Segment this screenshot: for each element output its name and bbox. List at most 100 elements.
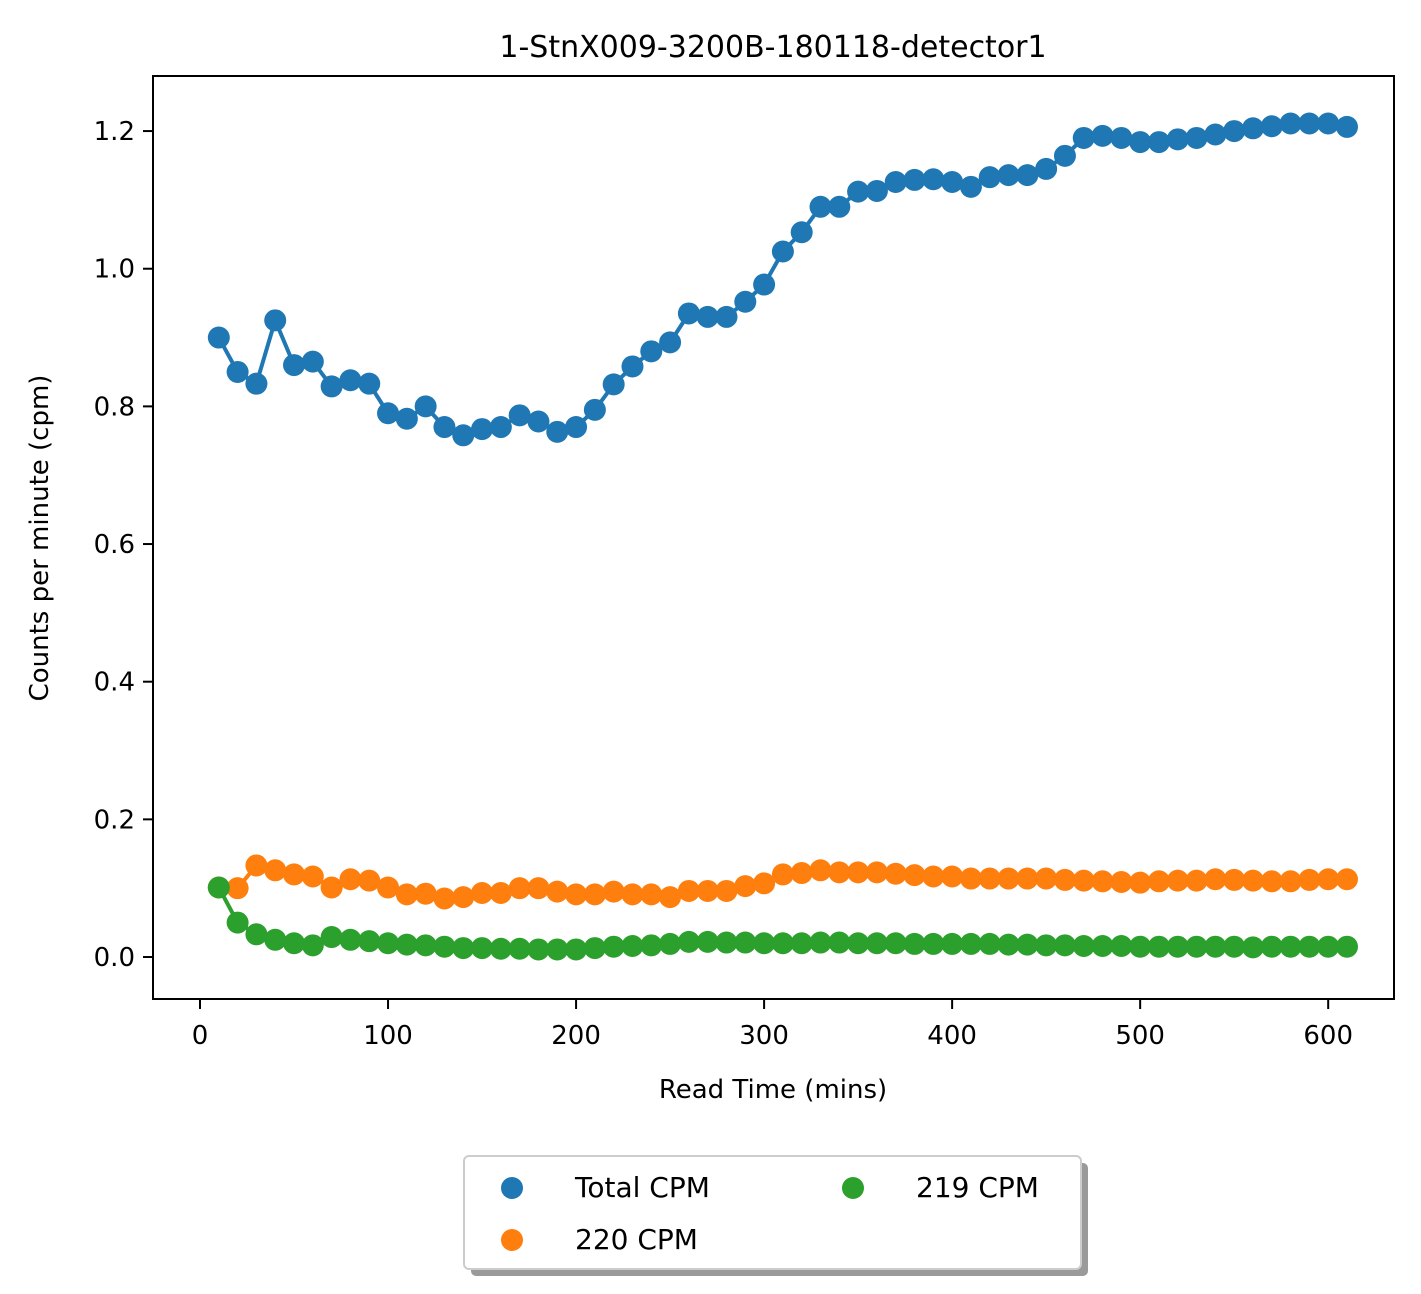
data-point-total-cpm (226, 360, 249, 383)
data-point-220-cpm (677, 879, 700, 902)
data-point-total-cpm (527, 410, 550, 433)
x-tick-label: 200 (551, 1021, 601, 1051)
data-point-219-cpm (997, 933, 1020, 956)
data-point-total-cpm (1053, 144, 1076, 167)
series-line-total-cpm (217, 121, 1348, 438)
data-point-220-cpm (884, 862, 907, 885)
x-axis-label: Read Time (mins) (659, 1075, 887, 1105)
y-axis-label: Counts per minute (cpm) (25, 375, 55, 702)
data-point-219-cpm (828, 931, 851, 954)
x-tick-label: 0 (192, 1021, 209, 1051)
data-point-219-cpm (320, 926, 343, 949)
data-point-219-cpm (978, 932, 1001, 955)
legend-marker-219-cpm (842, 1177, 864, 1199)
data-point-total-cpm (320, 375, 343, 398)
data-point-total-cpm (1317, 112, 1340, 135)
data-point-219-cpm (1072, 935, 1095, 958)
y-tick-label: 0.8 (94, 392, 135, 422)
data-point-total-cpm (339, 369, 362, 392)
data-point-219-cpm (753, 932, 776, 955)
data-point-219-cpm (358, 930, 381, 953)
data-point-220-cpm (847, 861, 870, 884)
data-point-total-cpm (978, 166, 1001, 189)
data-point-total-cpm (565, 416, 588, 439)
data-point-220-cpm (1166, 869, 1189, 892)
data-point-total-cpm (1185, 126, 1208, 149)
y-tick-label: 1.0 (94, 255, 135, 285)
data-point-219-cpm (1053, 934, 1076, 957)
data-point-total-cpm (508, 404, 531, 427)
data-point-219-cpm (1091, 935, 1114, 958)
data-point-total-cpm (865, 179, 888, 202)
data-point-220-cpm (903, 864, 926, 887)
data-point-219-cpm (377, 932, 400, 955)
data-point-220-cpm (1072, 869, 1095, 892)
data-point-219-cpm (301, 934, 324, 957)
data-point-220-cpm (1241, 869, 1264, 892)
data-point-219-cpm (922, 932, 945, 955)
data-point-total-cpm (583, 398, 606, 421)
x-tick-label: 400 (927, 1021, 977, 1051)
data-point-total-cpm (941, 170, 964, 193)
data-point-total-cpm (1298, 112, 1321, 135)
data-point-219-cpm (1223, 935, 1246, 958)
chart-title: 1-StnX009-3200B-180118-detector1 (499, 30, 1046, 65)
data-point-total-cpm (1110, 126, 1133, 149)
data-point-total-cpm (471, 418, 494, 441)
data-point-total-cpm (301, 350, 324, 373)
data-point-total-cpm (1279, 112, 1302, 135)
data-point-total-cpm (809, 195, 832, 218)
data-point-220-cpm (959, 867, 982, 890)
data-point-220-cpm (264, 859, 287, 882)
data-point-220-cpm (1185, 869, 1208, 892)
data-point-220-cpm (602, 880, 625, 903)
data-point-220-cpm (452, 886, 475, 909)
data-point-total-cpm (414, 395, 437, 418)
data-point-219-cpm (734, 931, 757, 954)
data-point-219-cpm (771, 932, 794, 955)
data-point-219-cpm (602, 935, 625, 958)
y-tick-label: 0.0 (94, 943, 135, 973)
series-total-cpm (207, 112, 1358, 447)
data-point-219-cpm (941, 932, 964, 955)
data-point-219-cpm (395, 933, 418, 956)
data-point-total-cpm (1204, 123, 1227, 146)
data-point-219-cpm (659, 932, 682, 955)
data-point-220-cpm (997, 867, 1020, 890)
legend-label-220-cpm: 220 CPM (575, 1223, 698, 1256)
data-point-220-cpm (621, 883, 644, 906)
data-point-total-cpm (546, 420, 569, 443)
data-point-220-cpm (1016, 867, 1039, 890)
data-point-219-cpm (1241, 936, 1264, 959)
data-point-total-cpm (771, 240, 794, 263)
data-point-total-cpm (264, 309, 287, 332)
data-point-220-cpm (1223, 868, 1246, 891)
data-point-219-cpm (884, 932, 907, 955)
data-point-total-cpm (1223, 120, 1246, 143)
data-point-total-cpm (1129, 131, 1152, 154)
data-point-219-cpm (1129, 935, 1152, 958)
data-point-220-cpm (377, 876, 400, 899)
data-point-total-cpm (1335, 115, 1358, 138)
data-point-total-cpm (659, 331, 682, 354)
data-point-total-cpm (452, 424, 475, 447)
data-point-220-cpm (358, 869, 381, 892)
data-point-220-cpm (828, 861, 851, 884)
data-point-219-cpm (1335, 935, 1358, 958)
data-point-220-cpm (715, 879, 738, 902)
data-point-219-cpm (1110, 935, 1133, 958)
data-point-total-cpm (734, 290, 757, 313)
data-point-220-cpm (414, 882, 437, 905)
legend-box (463, 1155, 1082, 1270)
data-point-219-cpm (489, 937, 512, 960)
data-point-219-cpm (283, 932, 306, 955)
data-point-220-cpm (395, 883, 418, 906)
data-point-220-cpm (1204, 868, 1227, 891)
data-point-220-cpm (865, 861, 888, 884)
data-point-219-cpm (452, 937, 475, 960)
data-point-total-cpm (245, 372, 268, 395)
data-point-total-cpm (1035, 157, 1058, 180)
legend-label-total-cpm: Total CPM (574, 1171, 710, 1204)
x-tick-label: 100 (363, 1021, 413, 1051)
x-tick-label: 300 (739, 1021, 789, 1051)
